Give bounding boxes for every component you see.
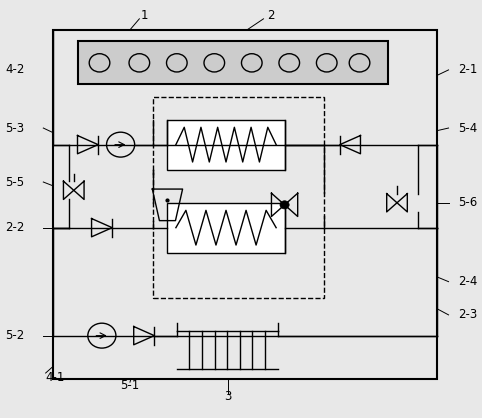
Text: 1: 1 [140,10,148,23]
Text: 5-5: 5-5 [5,176,25,189]
Text: 2-2: 2-2 [5,221,25,234]
Text: 5-1: 5-1 [120,379,140,392]
Text: 5-2: 5-2 [5,329,25,342]
FancyBboxPatch shape [167,203,284,252]
FancyBboxPatch shape [167,120,284,170]
Text: 5-3: 5-3 [5,122,25,135]
FancyBboxPatch shape [79,41,388,84]
Text: 3: 3 [225,390,232,403]
Text: 5-6: 5-6 [458,196,477,209]
FancyBboxPatch shape [53,31,437,379]
Text: 4-2: 4-2 [5,64,25,76]
Text: 2: 2 [267,10,274,23]
Text: 4-1: 4-1 [46,371,65,384]
Text: 5-4: 5-4 [458,122,477,135]
Circle shape [280,201,289,209]
Text: 2-4: 2-4 [458,275,477,288]
Text: 2-3: 2-3 [458,308,477,321]
Text: 2-1: 2-1 [458,64,477,76]
